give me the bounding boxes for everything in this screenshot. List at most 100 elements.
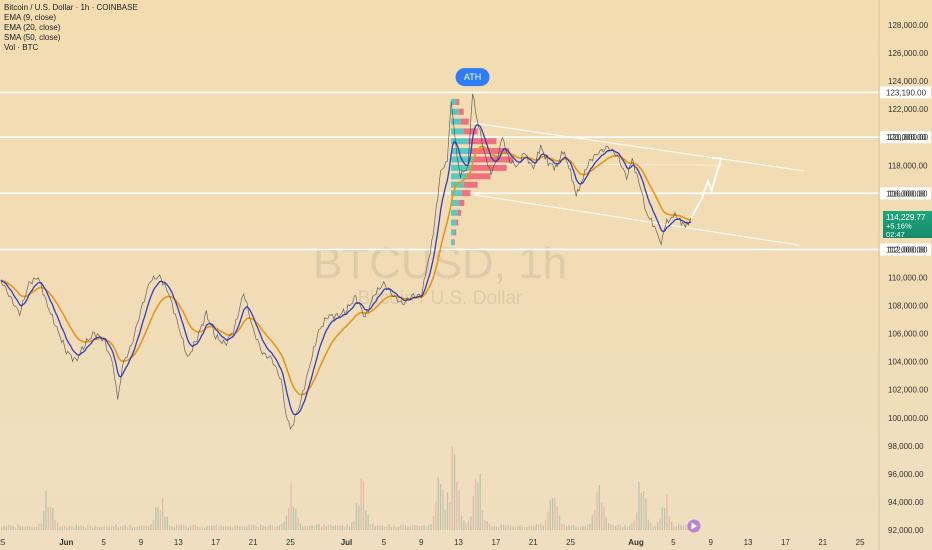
- volume-bar: [526, 527, 528, 530]
- watermark-name: Bitcoin / U.S. Dollar: [358, 288, 523, 309]
- volume-bar: [239, 526, 241, 530]
- y-tick-label: 126,000.00: [888, 49, 929, 58]
- legend-sma50[interactable]: SMA (50, close): [4, 33, 61, 42]
- volume-bar: [14, 527, 17, 530]
- volume-bar: [253, 525, 255, 530]
- volume-bar: [218, 527, 220, 530]
- volume-bar: [460, 515, 463, 530]
- volume-bar: [59, 526, 61, 530]
- volume-bar: [358, 505, 360, 530]
- volume-bar: [509, 525, 512, 530]
- volume-bar: [444, 509, 446, 530]
- replay-icon[interactable]: [687, 519, 701, 533]
- profile-bar-red: [466, 173, 491, 180]
- profile-bar-cyan: [451, 199, 460, 206]
- legend-title[interactable]: Bitcoin / U.S. Dollar · 1h · COINBASE: [4, 3, 138, 12]
- volume-bar: [362, 481, 365, 530]
- volume-bar: [568, 525, 570, 530]
- volume-bar: [512, 526, 514, 530]
- volume-bar: [227, 526, 229, 530]
- volume-bar: [148, 525, 150, 530]
- profile-bar-cyan: [451, 190, 462, 197]
- legend-ema20[interactable]: EMA (20, close): [4, 23, 61, 32]
- volume-bar: [446, 492, 449, 530]
- y-tick-label: 112,000.00: [888, 245, 928, 254]
- profile-bar-cyan: [451, 108, 459, 115]
- volume-bar: [458, 490, 460, 530]
- volume-bar: [432, 515, 435, 530]
- volume-bar: [267, 526, 269, 530]
- volume-bar: [313, 525, 316, 530]
- volume-bar: [113, 526, 115, 530]
- projection-line[interactable]: [690, 158, 722, 219]
- volume-bar: [666, 494, 668, 530]
- volume-bar: [561, 523, 563, 530]
- volume-bar: [297, 517, 299, 530]
- ath-marker[interactable]: ATH: [455, 68, 490, 87]
- volume-bar: [451, 446, 453, 530]
- ema9-line[interactable]: [0, 123, 692, 416]
- volume-bar: [556, 506, 558, 530]
- volume-bar: [376, 525, 379, 530]
- profile-bar-red: [459, 199, 465, 206]
- volume-bar: [521, 526, 523, 530]
- volume-bar: [600, 502, 603, 530]
- volume-bar: [176, 524, 178, 530]
- ema20-line[interactable]: [0, 145, 692, 396]
- volume-bar: [374, 526, 376, 530]
- volume-bar: [593, 510, 596, 530]
- volume-bar: [379, 525, 381, 530]
- volume-bar: [194, 524, 197, 530]
- volume-bar: [470, 516, 472, 530]
- volume-bar: [234, 525, 236, 530]
- volume-bar: [502, 524, 505, 530]
- volume-bar: [103, 526, 105, 530]
- profile-bar-cyan: [451, 118, 461, 125]
- volume-bar: [488, 523, 491, 530]
- volume-bar: [82, 526, 84, 530]
- volume-bar: [479, 473, 481, 530]
- y-tick-label: 102,000.00: [888, 386, 929, 395]
- volume-bar: [549, 500, 551, 530]
- y-tick-label: 94,000.00: [888, 498, 924, 507]
- volume-bar: [222, 526, 225, 530]
- volume-bar: [647, 519, 649, 530]
- time-axis[interactable]: 25 Jun 5 9 13 17 21 25 Jul 5 9 13 17 21 25 Aug 5 9 13 17 21 2…: [0, 538, 865, 547]
- volume-bar: [199, 527, 201, 530]
- channel-upper-line[interactable]: [465, 121, 805, 172]
- ath-badge[interactable]: [455, 68, 490, 87]
- volume-bar: [77, 525, 80, 530]
- volume-bar: [523, 527, 526, 530]
- volume-bar: [17, 524, 19, 530]
- legend-ema9[interactable]: EMA (9, close): [4, 13, 57, 22]
- channel-lower-line[interactable]: [473, 194, 800, 246]
- x-tick-label: 17: [781, 538, 790, 547]
- profile-bar-red: [460, 118, 469, 125]
- profile-bar-cyan: [451, 239, 454, 246]
- profile-bar-red: [454, 229, 457, 236]
- volume-bar: [610, 524, 612, 530]
- volume-bar: [208, 525, 211, 530]
- profile-bar-red: [457, 209, 461, 216]
- volume-bar: [47, 506, 49, 530]
- volume-bar: [325, 526, 327, 530]
- volume-bar: [547, 511, 549, 530]
- y-tick-label: 120,000.00: [888, 133, 929, 142]
- price-axis[interactable]: 92,000.00 94,000.00 96,000.00 98,000.00 100,…: [878, 0, 929, 550]
- volume-bar: [409, 525, 411, 530]
- volume-bar: [437, 477, 439, 530]
- volume-bar: [402, 524, 404, 530]
- volume-bar: [533, 526, 535, 530]
- volume-bar: [486, 521, 488, 530]
- volume-bar: [201, 527, 204, 530]
- legend-volume[interactable]: Vol · BTC: [4, 43, 39, 52]
- profile-bar-red: [463, 181, 478, 188]
- price-line[interactable]: [0, 93, 692, 431]
- volume-bar: [35, 526, 38, 530]
- volume-bar: [477, 482, 479, 530]
- volume-bar: [631, 523, 633, 530]
- volume-bar: [70, 526, 73, 530]
- volume-bar: [101, 526, 103, 530]
